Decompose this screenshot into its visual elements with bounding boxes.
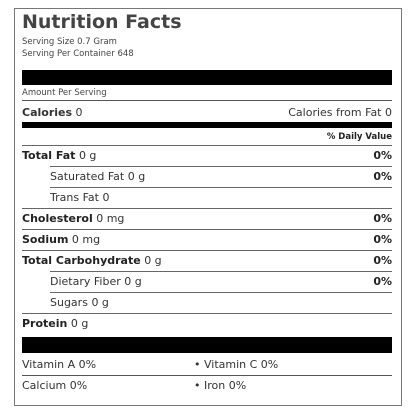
vitamin: • Vitamin C 0% <box>194 358 279 371</box>
medium-bar <box>22 122 392 128</box>
daily-value-header: % Daily Value <box>326 132 392 142</box>
serving-size: Serving Size 0.7 Gram <box>22 37 117 47</box>
nutrient-name: Cholesterol <box>22 212 93 225</box>
daily-value: 0% <box>373 212 392 225</box>
nutrient-row: Total Fat 0 g 0% <box>22 145 392 166</box>
calories-label: Calories <box>22 106 73 119</box>
title: Nutrition Facts <box>22 11 182 33</box>
nutrient-name: Saturated Fat <box>50 170 125 183</box>
daily-value: 0% <box>373 275 392 288</box>
nutrient-row: Total Carbohydrate 0 g 0% <box>22 250 392 271</box>
nutrient-name: Protein <box>22 317 68 330</box>
nutrient-row: Dietary Fiber 0 g 0% <box>50 271 392 292</box>
calories-row: Calories 0 Calories from Fat 0 <box>22 106 392 119</box>
amount-per-serving: Amount Per Serving <box>22 88 107 98</box>
nutrient-amount: 0 g <box>78 149 97 162</box>
nutrient-amount: 0 g <box>127 170 146 183</box>
nutrient-amount: 0 mg <box>71 233 101 246</box>
nutrient-amount: 0 g <box>91 296 109 309</box>
nutrient-row: Cholesterol 0 mg 0% <box>22 208 392 229</box>
nutrient-name: Total Fat <box>22 149 76 162</box>
nutrient-amount: 0 g <box>70 317 89 330</box>
nutrient-name: Sugars <box>50 296 88 309</box>
vitamin: • Iron 0% <box>194 379 247 392</box>
nutrient-name: Dietary Fiber <box>50 275 121 288</box>
divider <box>22 375 392 376</box>
nutrient-row: Sodium 0 mg 0% <box>22 229 392 250</box>
label-border <box>14 8 402 406</box>
thick-bar <box>22 337 392 353</box>
vitamin-text: Iron 0% <box>204 379 247 392</box>
nutrient-amount: 0 <box>102 191 110 204</box>
nutrient-name: Trans Fat <box>50 191 99 204</box>
vitamin-text: Vitamin C 0% <box>204 358 279 371</box>
nutrient-name: Total Carbohydrate <box>22 254 141 267</box>
calories-from-fat: Calories from Fat 0 <box>288 106 392 119</box>
nutrient-amount: 0 mg <box>96 212 125 225</box>
nutrient-amount: 0 g <box>124 275 142 288</box>
servings-per-container: Serving Per Container 648 <box>22 49 134 59</box>
nutrient-amount: 0 g <box>144 254 162 267</box>
divider <box>22 100 392 101</box>
nutrient-row: Sugars 0 g <box>50 292 392 313</box>
vitamin: Vitamin A 0% <box>22 358 97 371</box>
calories-value: 0 <box>75 106 83 119</box>
nutrient-row: Protein 0 g <box>22 313 392 334</box>
nutrient-row: Trans Fat 0 <box>50 187 392 208</box>
daily-value: 0% <box>373 233 392 246</box>
nutrient-row: Saturated Fat 0 g 0% <box>50 166 392 187</box>
daily-value: 0% <box>373 170 392 183</box>
daily-value: 0% <box>373 149 392 162</box>
daily-value: 0% <box>373 254 392 267</box>
vitamin: Calcium 0% <box>22 379 88 392</box>
nutrient-name: Sodium <box>22 233 69 246</box>
thick-bar <box>22 70 392 85</box>
